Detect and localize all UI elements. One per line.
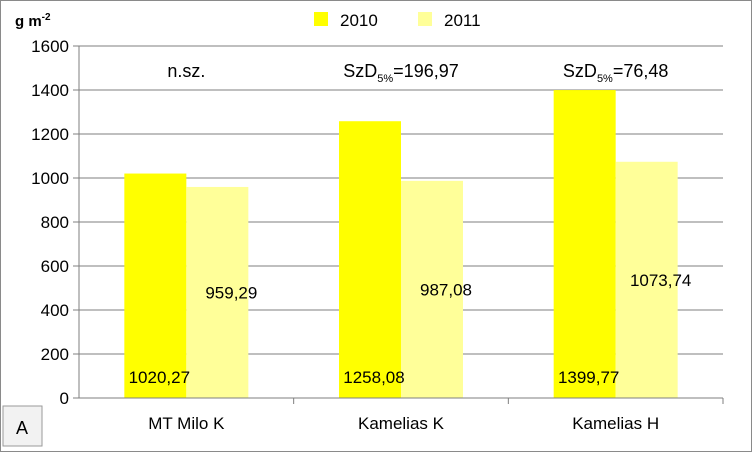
x-category-label: Kamelias H — [572, 414, 659, 433]
annotation-subscript: 5% — [377, 73, 393, 85]
data-label: 1258,08 — [343, 368, 404, 387]
y-tick-label: 600 — [41, 257, 69, 276]
annotations: n.sz. SzD5%=196,97 SzD5%=76,48 — [167, 61, 668, 85]
x-category-label: MT Milo K — [148, 414, 225, 433]
panel-label: A — [16, 418, 28, 438]
y-tick-label: 800 — [41, 213, 69, 232]
panel-label-box — [2, 405, 43, 447]
y-tick-label: 1400 — [31, 81, 69, 100]
annotation-base: SzD — [343, 61, 377, 81]
axes: 0 200 400 600 800 1000 1200 1400 1600 g m-2 MT Mil… — [2, 12, 724, 447]
y-tick-label: 1600 — [31, 37, 69, 56]
legend: 2010 2011 — [314, 11, 481, 30]
bar-2010 — [339, 121, 401, 398]
y-tick-label: 0 — [60, 389, 69, 408]
y-unit-label: g m-2 — [15, 12, 51, 30]
data-label: 1020,27 — [129, 368, 190, 387]
bar-2011 — [401, 180, 463, 398]
annotation-subscript: 5% — [597, 73, 613, 85]
y-tick-label: 1000 — [31, 169, 69, 188]
data-label: 1399,77 — [558, 368, 619, 387]
x-category-label: Kamelias K — [358, 414, 445, 433]
bar-2010 — [124, 173, 187, 398]
legend-label: 2011 — [444, 11, 481, 30]
y-unit-exponent: -2 — [42, 12, 51, 23]
annotation-value: =196,97 — [393, 61, 459, 81]
annotation-base: SzD — [563, 61, 597, 81]
bar-2011 — [615, 161, 678, 398]
y-tick-label: 200 — [41, 345, 69, 364]
significance-annotation: SzD5%=196,97 — [343, 61, 459, 85]
legend-label: 2010 — [340, 11, 378, 30]
data-labels: 1020,27 1258,08 1399,77 959,29 987,08 1073,74 — [129, 271, 692, 387]
data-label: 1073,74 — [630, 271, 691, 290]
significance-annotation: SzD5%=76,48 — [563, 61, 668, 85]
y-tick-label: 1200 — [31, 125, 69, 144]
bars — [124, 90, 678, 398]
annotation-value: =76,48 — [613, 61, 669, 81]
significance-annotation: n.sz. — [167, 61, 205, 81]
legend-swatch-2011 — [418, 12, 432, 26]
bar-2011 — [186, 186, 249, 398]
bar-2010 — [553, 90, 616, 398]
data-label: 959,29 — [205, 283, 257, 302]
legend-swatch-2010 — [314, 12, 328, 26]
y-tick-label: 400 — [41, 301, 69, 320]
data-label: 987,08 — [420, 280, 472, 299]
